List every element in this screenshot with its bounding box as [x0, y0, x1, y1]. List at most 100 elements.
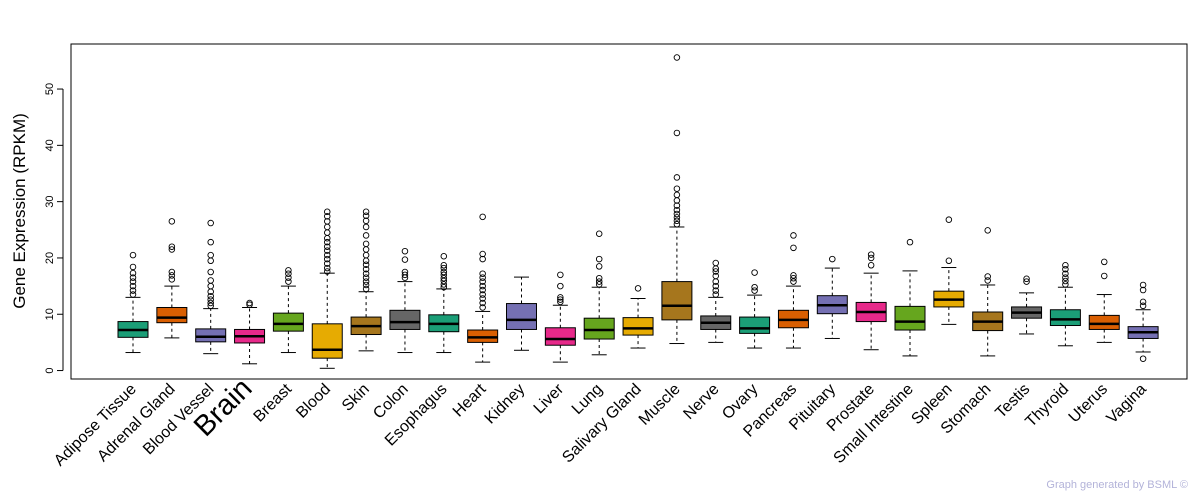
- x-category-label: Thyroid: [1022, 381, 1072, 431]
- outlier-point: [285, 274, 292, 281]
- x-category-label: Kidney: [482, 381, 529, 428]
- outlier-point: [790, 278, 797, 285]
- outlier-point: [595, 278, 603, 285]
- outlier-point: [712, 287, 720, 294]
- outlier-point: [1062, 277, 1069, 285]
- outlier-point: [479, 255, 486, 263]
- outlier-point: [1139, 281, 1147, 289]
- outlier-point: [751, 283, 758, 291]
- outlier-point: [324, 264, 331, 272]
- outlier-point: [751, 269, 758, 276]
- outlier-point: [1100, 272, 1108, 280]
- outlier-point: [790, 272, 797, 279]
- outlier-point: [1023, 275, 1030, 283]
- outlier-point: [440, 271, 448, 279]
- outlier-point: [362, 257, 370, 265]
- outlier-point: [362, 212, 370, 219]
- outlier-point: [712, 259, 720, 267]
- y-tick-label: 40: [44, 139, 56, 151]
- outlier-point: [595, 263, 603, 270]
- outlier-point: [207, 296, 214, 303]
- box-group: [739, 269, 771, 349]
- outlier-point: [595, 274, 603, 282]
- outlier-point: [440, 262, 448, 269]
- outlier-point: [362, 274, 370, 281]
- outlier-point: [595, 255, 603, 263]
- outlier-point: [168, 218, 176, 225]
- outlier-point: [401, 271, 409, 279]
- x-category-label: Breast: [251, 380, 296, 425]
- outlier-point: [557, 296, 564, 303]
- box-group: [428, 253, 460, 354]
- y-tick-label: 20: [44, 252, 56, 264]
- outlier-point: [712, 268, 720, 275]
- outlier-point: [867, 251, 875, 258]
- outlier-point: [1062, 265, 1069, 273]
- outlier-point: [479, 250, 486, 258]
- plot-frame: [70, 43, 1188, 380]
- outlier-point: [634, 285, 642, 292]
- outlier-point: [129, 269, 137, 277]
- outlier-point: [324, 251, 331, 259]
- footer-credit: Graph generated by BSML ©: [1046, 479, 1188, 491]
- outlier-point: [362, 285, 370, 293]
- outlier-point: [207, 299, 214, 307]
- outlier-point: [362, 217, 370, 225]
- outlier-point: [479, 213, 486, 221]
- outlier-point: [324, 268, 331, 275]
- outlier-point: [207, 302, 214, 310]
- x-category-label: Liver: [531, 380, 568, 417]
- box-group: [1088, 258, 1120, 343]
- outlier-point: [168, 272, 176, 279]
- outlier-point: [362, 265, 370, 273]
- outlier-point: [712, 282, 720, 290]
- box-group: [544, 271, 576, 363]
- outlier-point: [479, 282, 486, 290]
- iqr-box: [661, 281, 693, 321]
- box-group: [1011, 275, 1043, 335]
- outlier-point: [1100, 258, 1108, 266]
- outlier-point: [906, 238, 914, 246]
- outlier-point: [984, 227, 991, 234]
- outlier-point: [1139, 298, 1147, 306]
- box-group: [389, 247, 421, 354]
- outlier-point: [557, 298, 564, 306]
- outlier-point: [595, 281, 603, 288]
- outlier-point: [129, 263, 137, 271]
- outlier-point: [673, 217, 681, 225]
- box-group: [583, 230, 615, 356]
- iqr-box: [544, 327, 576, 346]
- iqr-box: [894, 305, 926, 331]
- outlier-point: [285, 270, 292, 277]
- outlier-point: [207, 251, 214, 259]
- outlier-point: [790, 232, 797, 239]
- outlier-point: [324, 213, 331, 220]
- outlier-point: [362, 278, 370, 285]
- outlier-point: [1062, 262, 1069, 269]
- outlier-point: [673, 185, 681, 192]
- box-group: [1127, 281, 1159, 362]
- x-category-label: Uterus: [1066, 381, 1111, 426]
- outlier-point: [440, 264, 448, 272]
- box-group: [272, 267, 304, 354]
- outlier-point: [1139, 355, 1147, 362]
- outlier-point: [1139, 286, 1147, 294]
- box-group: [467, 213, 499, 363]
- outlier-point: [751, 287, 758, 294]
- outlier-point: [673, 210, 681, 218]
- outlier-point: [401, 247, 409, 255]
- outlier-point: [440, 283, 448, 291]
- y-axis: 0 10 20 30 40 50: [44, 83, 64, 374]
- outlier-point: [867, 262, 875, 269]
- outlier-point: [440, 281, 448, 288]
- outlier-point: [207, 282, 214, 290]
- outlier-point: [479, 304, 486, 311]
- outlier-point: [712, 291, 720, 298]
- outlier-point: [712, 272, 720, 280]
- box-group: [816, 255, 848, 339]
- outlier-point: [362, 261, 370, 268]
- box-group: [622, 285, 654, 349]
- iqr-box: [583, 317, 615, 340]
- outlier-point: [557, 294, 564, 301]
